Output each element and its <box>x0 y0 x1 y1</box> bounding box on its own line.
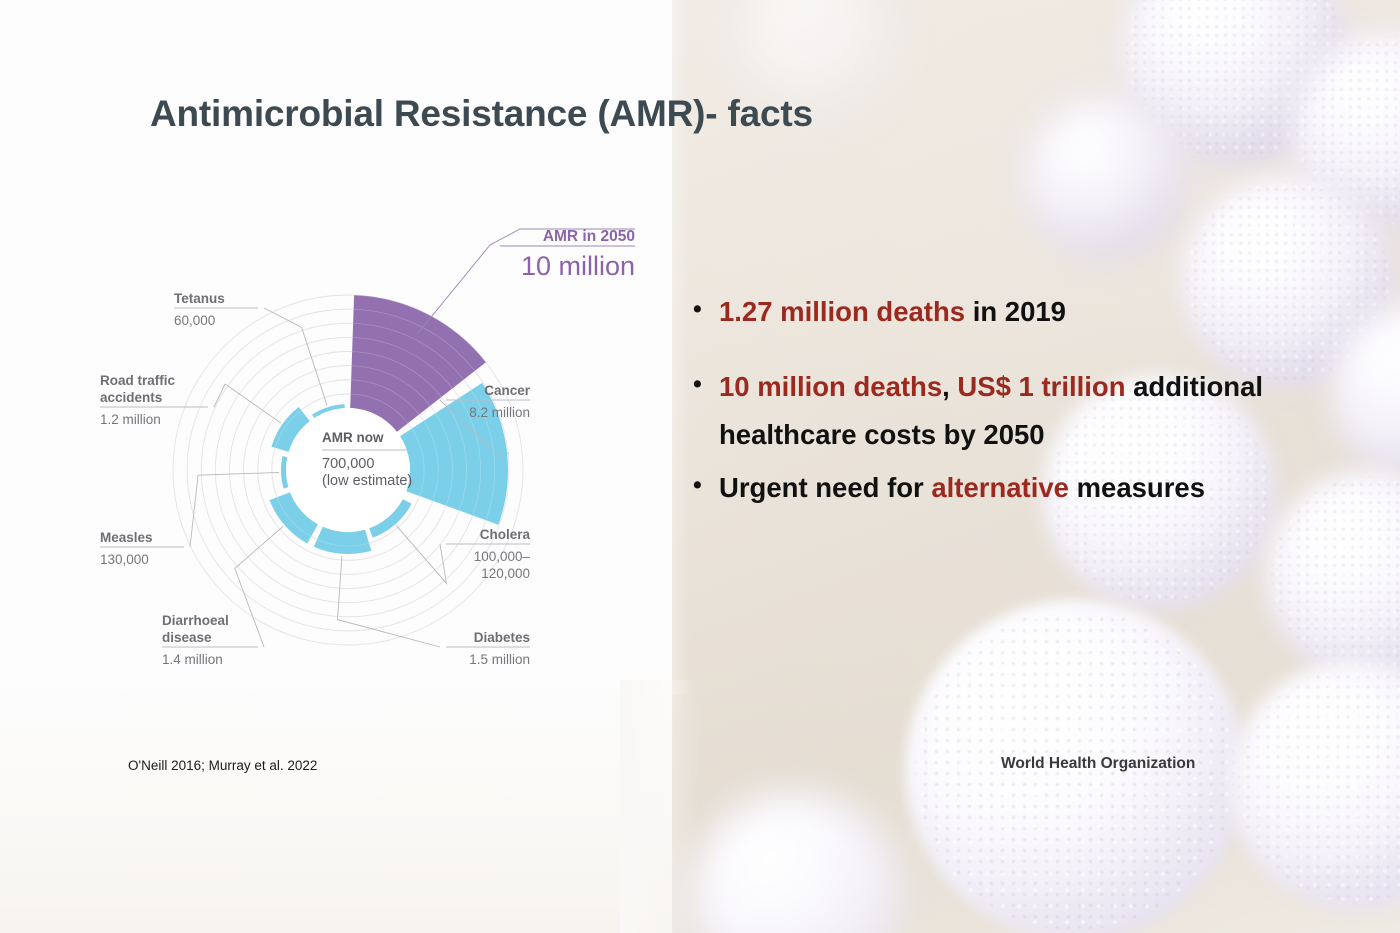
list-item: • Urgent need for alternative measures <box>693 464 1293 511</box>
bullet-marker: • <box>693 295 702 323</box>
page-title: Antimicrobial Resistance (AMR)- facts <box>150 93 813 134</box>
bullet-text: 1.27 million deaths in 2019 <box>719 288 1293 335</box>
list-item: • 1.27 million deaths in 2019 <box>693 288 1293 335</box>
chart-label-name: Tetanus <box>174 291 225 306</box>
bullet-marker: • <box>693 370 702 399</box>
highlighted-text: 1.27 million deaths <box>719 296 966 327</box>
chart-label-name: Road traffic <box>100 373 176 388</box>
chart-label-name: Measles <box>100 530 153 545</box>
chart-label-value: 1.5 million <box>469 652 530 667</box>
panel-lower-fade <box>620 680 700 933</box>
chart-label-value: 8.2 million <box>469 405 530 420</box>
chart-leader-lines <box>100 307 530 648</box>
chart-center-hub <box>286 408 410 532</box>
chart-label-value: 120,000 <box>481 566 530 581</box>
plain-text: additional healthcare costs by 2050 <box>719 371 1263 450</box>
source-credit: World Health Organization <box>1001 755 1196 772</box>
highlighted-text: alternative <box>931 471 1069 503</box>
center-label-title: AMR now <box>322 430 384 445</box>
bacteria-sphere <box>1180 175 1395 387</box>
chart-center-label: AMR now 700,000(low estimate) <box>322 430 412 489</box>
bacteria-sphere <box>1042 375 1277 610</box>
callout-label: AMR in 2050 <box>543 228 635 245</box>
chart-label-name: disease <box>162 630 212 645</box>
amr-2050-callout: AMR in 2050 10 million <box>417 228 635 334</box>
chart-wedge <box>281 456 289 489</box>
chart-wedge <box>399 382 508 525</box>
chart-label-name: Cholera <box>480 527 531 542</box>
chart-label-value: 1.4 million <box>162 652 223 667</box>
bullet-marker: • <box>693 470 702 499</box>
highlighted-text: US$ 1 trillion <box>957 371 1126 403</box>
chart-label-value: 1.2 million <box>100 412 161 427</box>
panel-lower-fill <box>0 680 672 933</box>
bullet-text: Urgent need for alternative measures <box>719 464 1293 511</box>
chart-label-value: 60,000 <box>174 313 215 328</box>
center-label-note: (low estimate) <box>322 473 412 489</box>
facts-bullet-list: • 1.27 million deaths in 2019 • 10 milli… <box>693 288 1293 511</box>
chart-citation: O'Neill 2016; Murray et al. 2022 <box>128 758 318 773</box>
bacteria-texture <box>1049 382 1270 603</box>
plain-text: Urgent need for <box>719 471 932 503</box>
list-item: • 10 million deaths, US$ 1 trillion addi… <box>693 363 1293 458</box>
chart-panel-edge-fade <box>630 0 690 694</box>
chart-gridlines-overlay <box>172 294 524 646</box>
chart-wedges <box>269 295 508 554</box>
plain-text: measures <box>1068 471 1206 503</box>
chart-wedge <box>271 406 310 452</box>
chart-label-name: Diarrhoeal <box>162 613 229 628</box>
center-label-value: 700,000 <box>322 456 374 472</box>
bacteria-sphere <box>1022 95 1187 260</box>
highlighted-text: 10 million deaths <box>719 371 943 403</box>
amr-radial-chart: Tetanus 60,000 Road traffic accidents 1.2 mi… <box>90 205 670 685</box>
amr-chart-svg: Tetanus 60,000 Road traffic accidents 1.2 mi… <box>100 228 635 667</box>
chart-label-name: Diabetes <box>474 630 530 645</box>
chart-wedge <box>313 526 372 554</box>
chart-wedge <box>312 404 345 419</box>
bacteria-sphere <box>1330 300 1400 480</box>
chart-label-value: 130,000 <box>100 552 149 567</box>
callout-value: 10 million <box>521 251 635 281</box>
plain-text: , <box>942 371 958 403</box>
chart-wedge <box>350 295 486 432</box>
bacteria-texture <box>915 610 1235 930</box>
chart-label-value: 100,000– <box>474 549 531 564</box>
chart-panel-background <box>0 0 672 694</box>
chart-labels: Tetanus 60,000 Road traffic accidents 1.2 mi… <box>100 291 531 667</box>
chart-label-name: Cancer <box>484 383 531 398</box>
plain-text: in 2019 <box>965 296 1066 327</box>
bullet-text: 10 million deaths, US$ 1 trillion additi… <box>719 363 1293 458</box>
chart-wedge <box>269 492 318 544</box>
chart-wedge <box>369 499 412 538</box>
chart-label-name: accidents <box>100 390 162 405</box>
